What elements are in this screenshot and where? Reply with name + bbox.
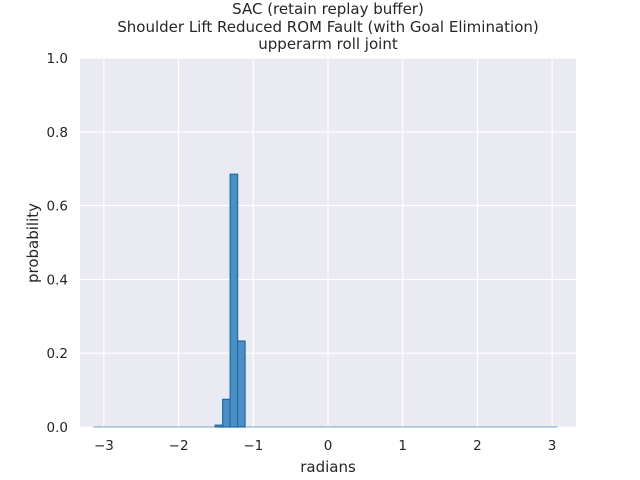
y-tick-label: 0.8 xyxy=(47,125,68,141)
histogram-bars xyxy=(93,173,558,428)
y-tick-label: 0.6 xyxy=(47,199,68,215)
y-tick-label: 0.4 xyxy=(47,272,68,288)
histogram-bar xyxy=(229,173,239,428)
x-axis-label: radians xyxy=(300,458,356,476)
y-axis-label: probability xyxy=(24,203,42,283)
x-tick-label: 1 xyxy=(398,438,407,454)
histogram-bar xyxy=(214,424,224,428)
x-tick-label: 0 xyxy=(324,438,333,454)
x-tick-label: −1 xyxy=(243,438,263,454)
x-tick-label: −2 xyxy=(169,438,189,454)
x-tick-label: −3 xyxy=(94,438,114,454)
chart-title: SAC (retain replay buffer) Shoulder Lift… xyxy=(117,0,538,53)
x-tick-label: 3 xyxy=(548,438,557,454)
title-line-2: Shoulder Lift Reduced ROM Fault (with Go… xyxy=(117,18,538,36)
tick-labels: −3 −2 −1 0 1 2 3 0.0 0.2 0.4 0.6 0.8 1.0 xyxy=(47,51,557,454)
histogram-bar xyxy=(222,398,231,428)
y-tick-label: 0.2 xyxy=(47,346,68,362)
title-line-1: SAC (retain replay buffer) xyxy=(232,0,424,18)
title-line-3: upperarm roll joint xyxy=(258,35,398,53)
x-tick-label: 2 xyxy=(473,438,482,454)
y-tick-label: 1.0 xyxy=(47,51,68,67)
histogram-bar xyxy=(237,340,246,428)
y-tick-label: 0.0 xyxy=(47,420,68,436)
